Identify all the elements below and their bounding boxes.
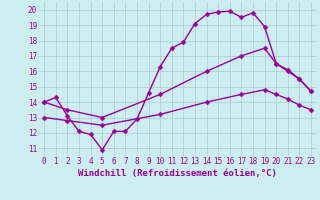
X-axis label: Windchill (Refroidissement éolien,°C): Windchill (Refroidissement éolien,°C) (78, 169, 277, 178)
